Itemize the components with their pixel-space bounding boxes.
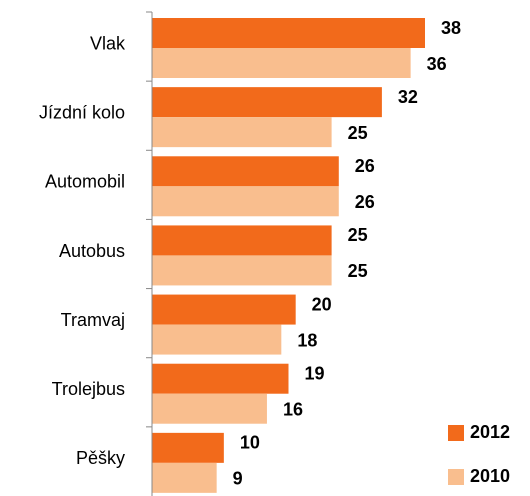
category-label: Vlak [90, 33, 126, 53]
bar [152, 156, 339, 187]
bar [152, 48, 411, 78]
value-label: 10 [240, 433, 260, 453]
bar [152, 294, 296, 325]
value-label: 20 [312, 294, 332, 314]
bar [152, 18, 425, 48]
value-label: 25 [348, 123, 368, 143]
value-label: 36 [427, 54, 447, 74]
value-label: 25 [348, 261, 368, 281]
value-label: 26 [355, 156, 375, 176]
value-label: 25 [348, 225, 368, 245]
category-label: Tramvaj [61, 310, 125, 330]
bar [152, 225, 332, 256]
category-label: Autobus [59, 241, 125, 261]
category-label: Automobil [45, 172, 125, 192]
bar [152, 393, 267, 424]
value-label: 18 [297, 330, 317, 350]
value-label: 32 [398, 87, 418, 107]
value-label: 16 [283, 399, 303, 419]
category-label: Pěšky [76, 448, 125, 468]
bar [152, 255, 332, 286]
category-label: Trolejbus [52, 379, 125, 399]
bar [152, 87, 382, 118]
legend-label: 2010 [470, 466, 510, 486]
value-label: 19 [305, 363, 325, 383]
category-label: Jízdní kolo [39, 102, 125, 122]
bar [152, 186, 339, 217]
value-label: 9 [233, 469, 243, 489]
bar [152, 324, 282, 355]
legend-label: 2012 [470, 422, 510, 442]
value-label: 26 [355, 192, 375, 212]
legend-swatch [448, 469, 464, 485]
value-label: 38 [441, 18, 461, 38]
bar [152, 462, 217, 493]
bar [152, 117, 332, 148]
bar [152, 363, 289, 394]
bar [152, 432, 224, 463]
legend-swatch [448, 425, 464, 441]
